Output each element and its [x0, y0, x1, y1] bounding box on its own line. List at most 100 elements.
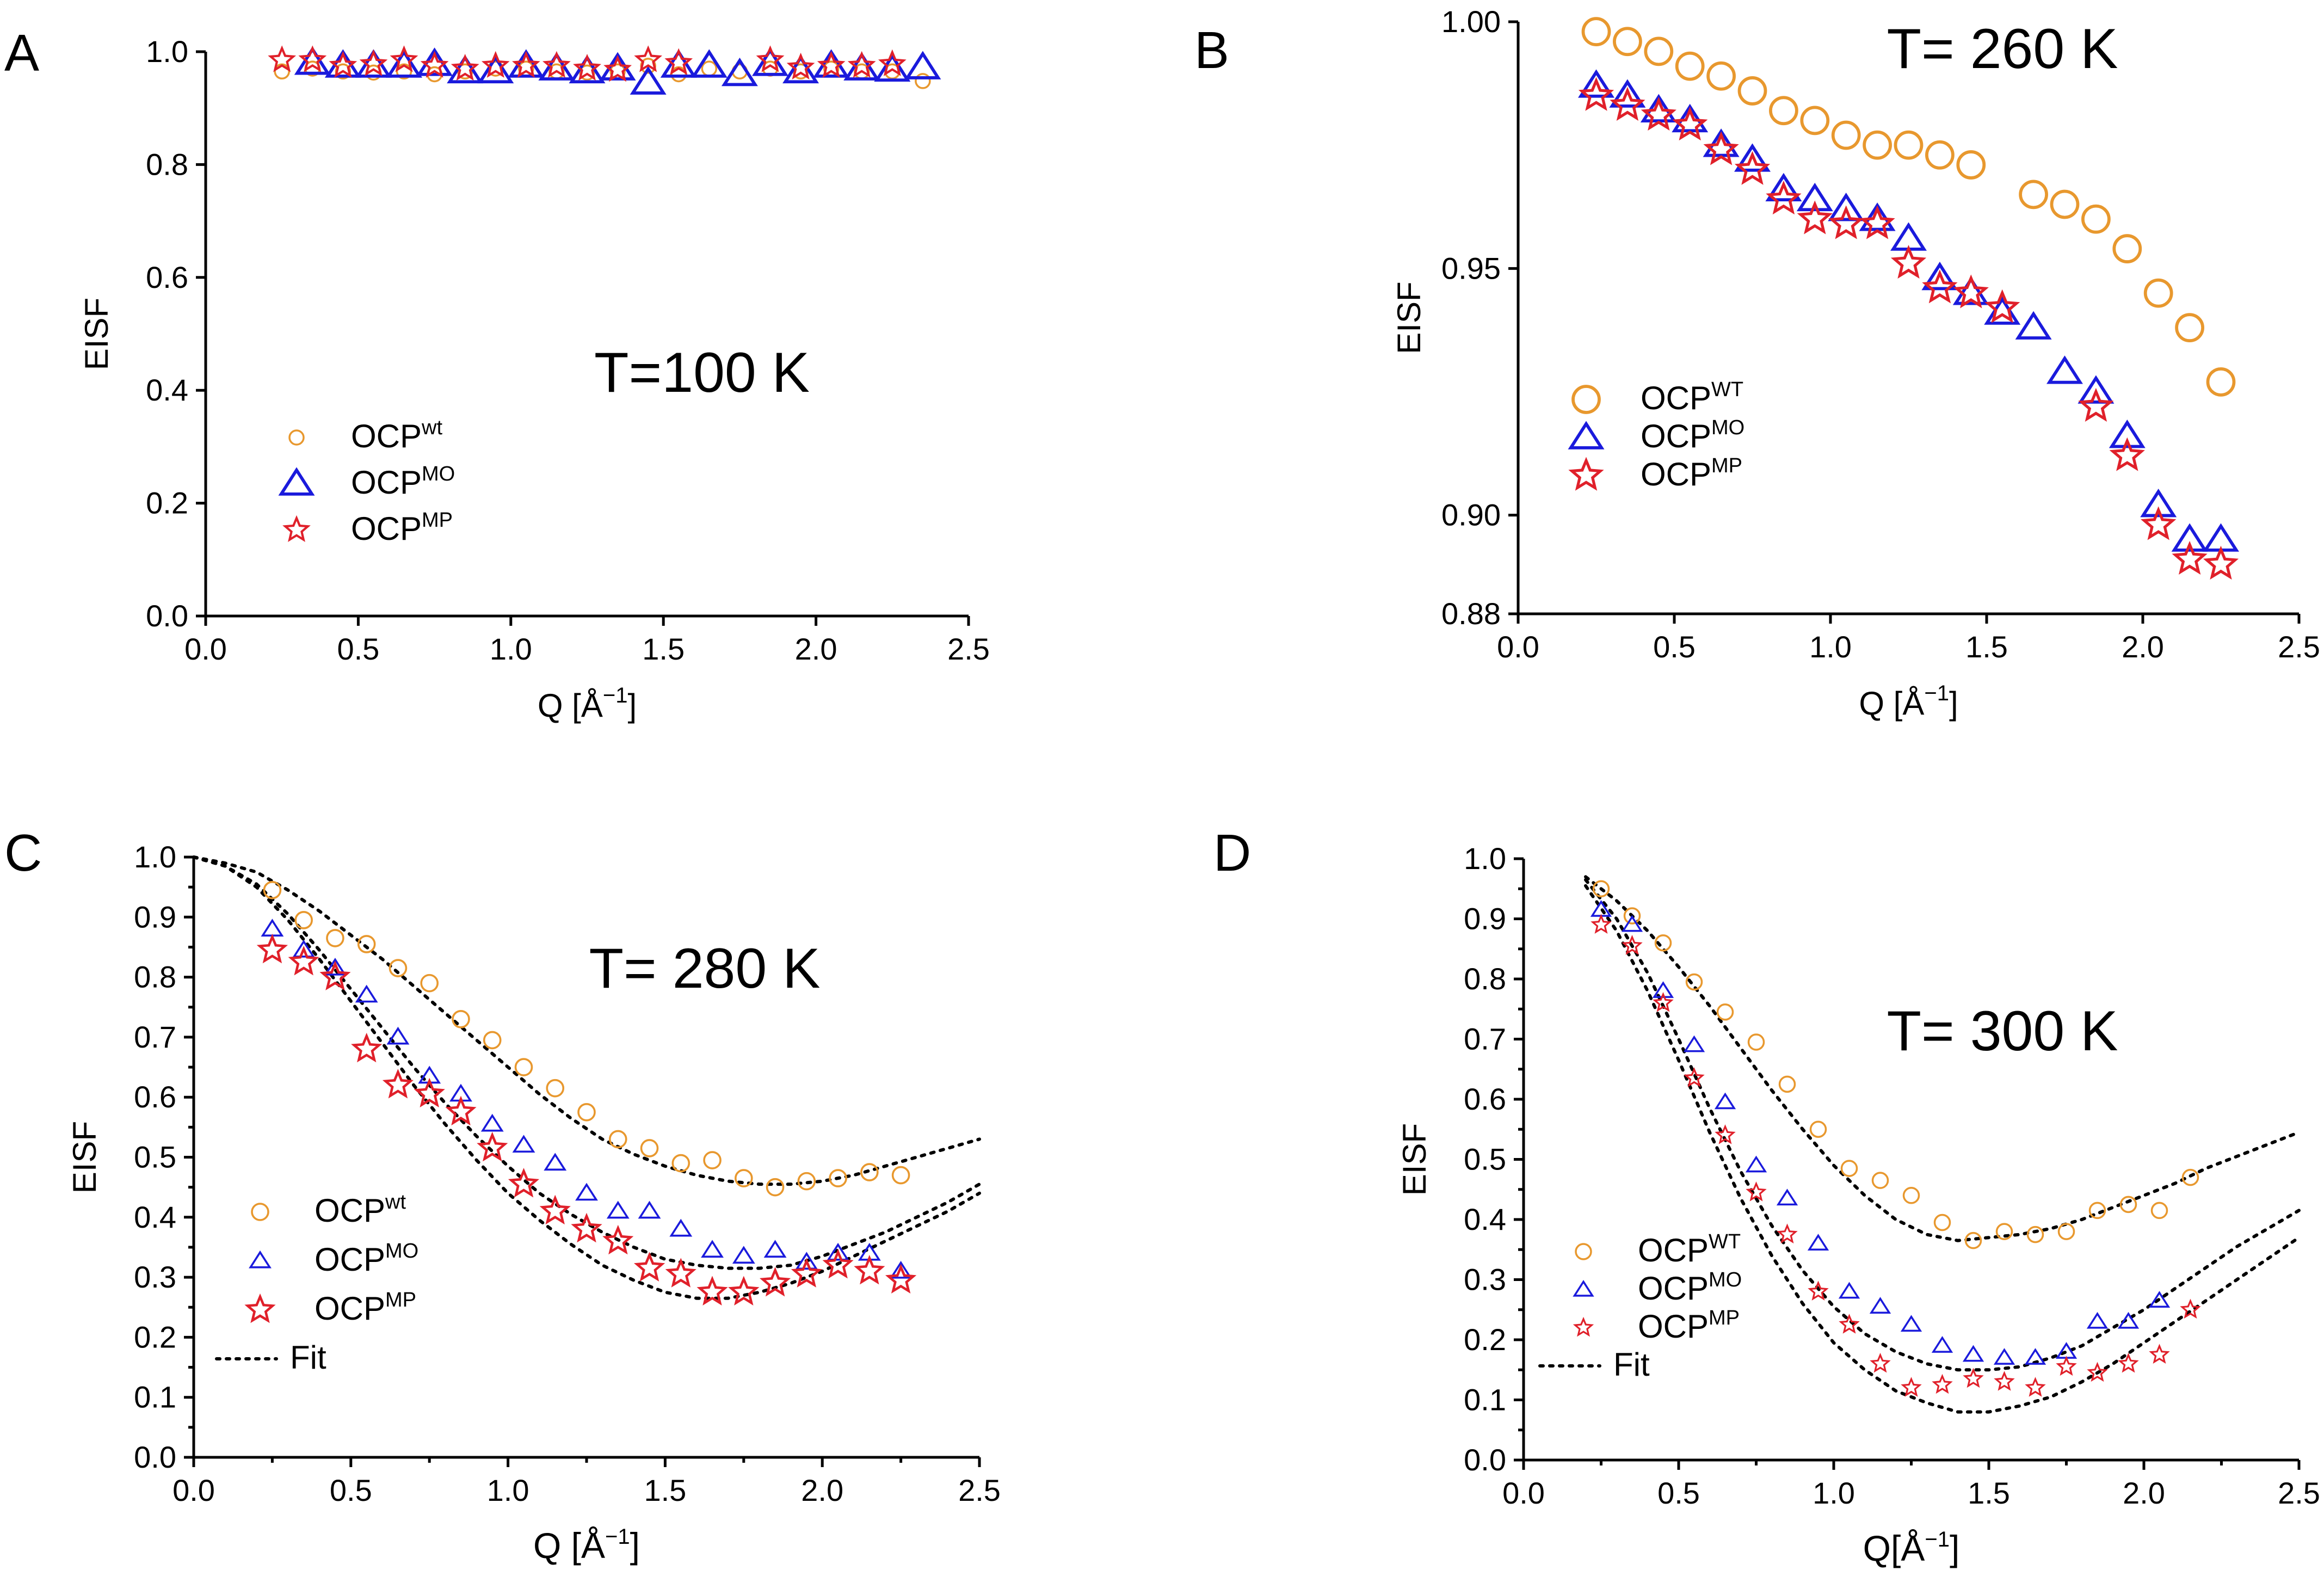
panel-b-legend-label-mo: OCPMO [1641, 416, 1744, 454]
panel-c-point-wt [452, 1010, 470, 1028]
panel-a-point-wt [579, 64, 595, 81]
panel-b-point-mp [1984, 289, 2020, 323]
panel-b-point-mo [2078, 375, 2115, 404]
panel-d-point-mp [2180, 1298, 2201, 1319]
panel-c-point-mp [854, 1254, 885, 1285]
panel-b-y-tick-label: 0.90 [1441, 498, 1501, 532]
panel-a-x-tick-label: 1.0 [490, 632, 532, 666]
panel-c-point-mp [319, 960, 351, 990]
panel-d-point-mp [1591, 914, 1612, 934]
panel-b-legend-marker-wt [1571, 385, 1601, 414]
panel-a-point-mo [630, 66, 667, 95]
panel-c-y-tick-label: 0.1 [134, 1380, 176, 1414]
panel-a-point-mo [660, 49, 697, 78]
panel-b-point-mp [1734, 151, 1771, 185]
panel-c-point-mp [696, 1276, 728, 1305]
panel-c-y-tick-label: 0.0 [134, 1440, 176, 1474]
panel-c-y-tick-label: 0.4 [134, 1200, 176, 1234]
panel-b-point-wt [1644, 36, 1674, 66]
panel-c-point-wt [389, 959, 408, 977]
panel-a-point-mp [359, 49, 388, 76]
panel-b-letter: B [1194, 21, 1229, 79]
panel-c-legend-marker-mo [249, 1250, 272, 1268]
panel-c-series-mp [256, 933, 917, 1305]
panel-d-point-mo [1652, 981, 1674, 998]
panel-a-point-mp [481, 51, 510, 78]
panel-d-point-mp [2118, 1353, 2139, 1373]
panel-c-point-mo [480, 1113, 504, 1132]
panel-d-point-mp [1932, 1374, 1953, 1394]
panel-a-x-tick-label: 2.0 [795, 632, 837, 666]
panel-c-letter: C [4, 824, 42, 882]
panel-c-point-wt [514, 1058, 533, 1076]
panel-c-legend-marker-wt [251, 1203, 269, 1221]
panel-b-point-mo [1796, 182, 1833, 212]
panel-c-point-wt [671, 1154, 691, 1173]
panel-d-y-tick-label: 0.0 [1464, 1443, 1506, 1477]
panel-d-point-mo [1993, 1348, 2015, 1365]
panel-d-point-mo [2148, 1291, 2171, 1308]
panel-d-point-mo [2086, 1311, 2109, 1329]
panel-a-point-mo [843, 52, 880, 81]
panel-b-point-mp [1578, 77, 1614, 111]
panel-b-point-mp [1610, 87, 1645, 121]
panel-b-point-wt [1925, 140, 1955, 170]
panel-d-point-mp [2025, 1377, 2046, 1397]
panel-d-fit-line-mo [1584, 878, 2301, 1372]
panel-b-point-wt [1831, 120, 1861, 150]
panel-b-point-mp [1922, 269, 1958, 304]
panel-c-point-wt [860, 1163, 879, 1181]
panel-a-point-mp [390, 45, 418, 72]
panel-d-letter: D [1213, 824, 1251, 882]
panel-d-point-wt [2057, 1223, 2075, 1240]
panel-d-series-wt [1592, 880, 2199, 1249]
panel-d-point-wt [1716, 1003, 1734, 1021]
panel-a-point-mp [634, 45, 662, 72]
panel-c-point-mo [763, 1240, 787, 1258]
panel-d-legend-marker-mo [1573, 1280, 1594, 1297]
panel-b-legend-label-mp: OCPMP [1641, 454, 1742, 492]
panel-c-point-mp [382, 1069, 414, 1099]
panel-b-point-wt [2143, 278, 2173, 308]
panel-a-point-wt [915, 73, 931, 89]
panel-c-y-tick-label: 0.7 [134, 1020, 176, 1054]
panel-a-y-tick-label: 0.8 [146, 147, 188, 181]
panel-c-legend-label-wt: OCPwt [315, 1191, 406, 1229]
panel-b-point-wt [1956, 150, 1986, 180]
panel-a-point-mo [447, 54, 484, 84]
panel-c-point-mp [571, 1212, 602, 1243]
panel-b-point-mo [1828, 192, 1865, 221]
panel-d-point-mp [2056, 1356, 2077, 1376]
panel-a-point-mo [569, 54, 606, 84]
panel-c-point-wt [608, 1130, 627, 1149]
panel-c-point-wt [766, 1178, 785, 1197]
panel-a: 0.0 0.2 0.4 0.6 0.8 1.0 0.0 0.5 1.0 1.5 2.0 2.5 Q [Å… [4, 24, 990, 724]
panel-b-point-wt [1737, 76, 1767, 106]
panel-c-fit-line-wt [192, 855, 981, 1186]
panel-b-point-mp [1641, 96, 1676, 131]
panel-a-x-tick-label: 0.5 [337, 632, 379, 666]
panel-a-point-mp [512, 51, 540, 78]
panel-c-point-wt [797, 1172, 816, 1191]
panel-d-point-mo [1745, 1155, 1767, 1173]
panel-d-point-mo [2117, 1311, 2140, 1329]
panel-b-point-mo [2140, 488, 2177, 518]
panel-d-point-mp [1901, 1377, 1922, 1397]
panel-c-point-mp [602, 1224, 634, 1255]
panel-b-x-tick-label: 0.5 [1653, 630, 1696, 664]
panel-b-point-wt [2081, 204, 2111, 234]
panel-c-x-tick-label: 2.5 [958, 1473, 1001, 1507]
panel-b: 0.88 0.90 0.95 1.00 0.0 0.5 1.0 1.5 2.0 2.5 Q [Å−1… [1194, 4, 2320, 722]
panel-c-point-wt [546, 1079, 565, 1098]
panel-b-point-wt [2206, 367, 2236, 397]
panel-a-point-mp [664, 48, 693, 75]
panel-c-point-mp [351, 1032, 383, 1063]
panel-c-x-tick-label: 1.5 [644, 1473, 686, 1507]
panel-b-x-tick-label: 2.0 [2122, 630, 2164, 664]
panel-c-y-tick-label: 0.5 [134, 1140, 176, 1174]
panel-d-series-mo [1590, 900, 2171, 1365]
panel-b-point-wt [1800, 106, 1830, 136]
panel-d-point-mo [1776, 1188, 1798, 1206]
panel-a-legend-marker-mo [278, 467, 315, 496]
